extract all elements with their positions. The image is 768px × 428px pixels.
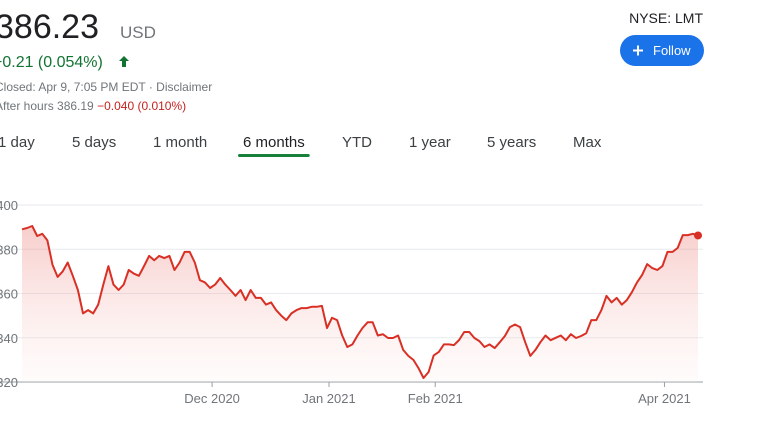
y-tick-label: 320 bbox=[0, 375, 18, 390]
after-hours: After hours 386.19 −0.040 (0.010%) bbox=[0, 99, 186, 113]
y-tick-label: 340 bbox=[0, 331, 18, 346]
follow-button[interactable]: Follow bbox=[620, 35, 704, 66]
currency: USD bbox=[120, 23, 156, 42]
last-point bbox=[694, 231, 702, 240]
area-fill bbox=[22, 226, 698, 382]
range-tabs: 1 day 5 days 1 month 6 months YTD 1 year 5 yea… bbox=[0, 134, 602, 157]
price: 386.23 bbox=[0, 8, 99, 46]
price-change: +0.21 (0.054%) bbox=[0, 54, 103, 71]
range-tab[interactable]: 6 months bbox=[243, 134, 305, 151]
market-status: Closed: Apr 9, 7:05 PM EDT · Disclaimer bbox=[0, 80, 212, 94]
y-tick-label: 360 bbox=[0, 287, 18, 302]
chart: 320 340 360 380 400 Dec 2020 Jan 2021 Feb 2021 A… bbox=[0, 198, 703, 406]
price-line bbox=[21, 225, 699, 379]
range-tab[interactable]: 5 days bbox=[72, 134, 116, 151]
range-tab[interactable]: 1 year bbox=[409, 134, 451, 151]
plus-icon bbox=[633, 45, 643, 56]
x-tick-label: Apr 2021 bbox=[638, 391, 691, 406]
follow-label[interactable]: Follow bbox=[653, 43, 691, 58]
range-tab[interactable]: Max bbox=[573, 134, 602, 151]
range-tab[interactable]: 1 day bbox=[0, 134, 35, 151]
x-tick-label: Jan 2021 bbox=[302, 391, 356, 406]
after-hours-change: −0.040 (0.010%) bbox=[97, 99, 186, 113]
follow-button-bg[interactable] bbox=[620, 35, 704, 66]
range-tab[interactable]: 5 years bbox=[487, 134, 536, 151]
up-arrow-icon bbox=[119, 56, 129, 67]
after-hours-label: After hours 386.19 bbox=[0, 99, 94, 113]
selected-tab-indicator bbox=[238, 154, 310, 157]
range-tab[interactable]: 1 month bbox=[153, 134, 207, 151]
y-tick-label: 380 bbox=[0, 242, 18, 257]
ticker: NYSE: LMT bbox=[629, 10, 703, 26]
range-tab[interactable]: YTD bbox=[342, 134, 372, 151]
y-tick-label: 400 bbox=[0, 198, 18, 213]
x-tick-label: Dec 2020 bbox=[184, 391, 240, 406]
x-tick-label: Feb 2021 bbox=[408, 391, 463, 406]
